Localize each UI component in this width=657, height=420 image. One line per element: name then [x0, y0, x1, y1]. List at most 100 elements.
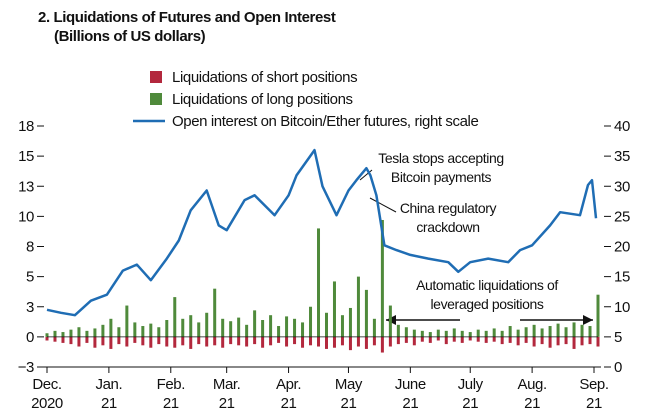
- bar: [61, 332, 65, 337]
- y2-tick-label: 0: [614, 359, 622, 376]
- bar: [588, 326, 592, 337]
- x-tick-label: Apr. 21: [276, 376, 301, 412]
- y-tick-label: 0: [26, 329, 34, 346]
- bar: [285, 336, 289, 347]
- y2-tick-label: 35: [614, 148, 630, 165]
- bar: [85, 336, 89, 343]
- bar: [301, 322, 305, 337]
- bar: [444, 336, 448, 345]
- bar: [356, 276, 360, 337]
- bar: [173, 297, 177, 337]
- bar: [213, 336, 217, 346]
- bar: [77, 327, 81, 337]
- bar: [45, 336, 49, 341]
- bar: [556, 323, 560, 337]
- bar: [229, 321, 233, 337]
- bar: [476, 336, 480, 342]
- bar: [245, 324, 249, 337]
- y2-tick-label: 10: [614, 299, 630, 316]
- bar: [117, 327, 121, 337]
- bar: [101, 336, 105, 346]
- bar: [468, 332, 472, 337]
- bar: [69, 329, 73, 337]
- bar: [133, 336, 137, 343]
- bar: [189, 336, 193, 349]
- bar: [420, 336, 424, 342]
- bar: [396, 336, 400, 345]
- y-tick-label: 18: [18, 118, 34, 135]
- bar: [181, 318, 185, 337]
- x-tick-label: Mar. 21: [213, 376, 241, 412]
- bar: [516, 329, 520, 337]
- bar: [157, 336, 161, 345]
- bar: [372, 336, 376, 346]
- x-tick-label: May 21: [335, 376, 363, 412]
- bar: [340, 315, 344, 337]
- bar: [380, 219, 384, 337]
- y-tick-label: 5: [26, 269, 34, 286]
- y2-tick-label: 25: [614, 208, 630, 225]
- chart-title: 2. Liquidations of Futures and Open Inte…: [38, 9, 336, 26]
- bar: [452, 336, 456, 342]
- bar: [372, 318, 376, 337]
- bar: [324, 336, 328, 349]
- bar: [117, 336, 121, 345]
- chart-subtitle: (Billions of US dollars): [54, 28, 206, 45]
- bar: [205, 312, 209, 337]
- bar: [109, 336, 113, 349]
- bar: [524, 336, 528, 343]
- bar: [149, 323, 153, 337]
- bar: [580, 336, 584, 346]
- y-tick-label: 10: [18, 208, 34, 225]
- bar: [476, 329, 480, 337]
- bar: [141, 336, 145, 346]
- bar: [61, 336, 65, 343]
- bar: [484, 330, 488, 337]
- bar: [317, 228, 321, 337]
- bar: [348, 307, 352, 337]
- bar: [165, 320, 169, 337]
- bar: [364, 289, 368, 337]
- annotation: Bitcoin payments: [391, 169, 492, 185]
- bar: [77, 336, 81, 347]
- bar: [428, 332, 432, 337]
- bar: [580, 324, 584, 337]
- bar: [556, 336, 560, 346]
- bar: [293, 318, 297, 337]
- bar: [269, 336, 273, 346]
- bar: [157, 327, 161, 337]
- bar: [309, 306, 313, 337]
- bar: [548, 336, 552, 348]
- bar: [293, 336, 297, 345]
- bar: [388, 336, 392, 347]
- bar: [524, 327, 528, 337]
- annotation: leveraged positions: [430, 296, 543, 312]
- bar: [572, 322, 576, 337]
- arrow-head: [583, 315, 593, 325]
- bar: [125, 336, 129, 347]
- bar: [484, 336, 488, 343]
- bar: [588, 336, 592, 345]
- bar: [149, 336, 153, 348]
- bar: [492, 328, 496, 337]
- bar: [253, 336, 257, 345]
- bar: [564, 327, 568, 337]
- bar: [332, 336, 336, 348]
- pointer: [369, 197, 397, 213]
- bar: [237, 336, 241, 346]
- bar: [205, 336, 209, 347]
- bar: [508, 336, 512, 343]
- bar: [301, 336, 305, 348]
- bar: [452, 328, 456, 337]
- y-tick-label: 8: [26, 239, 34, 256]
- bar: [317, 336, 321, 347]
- x-tick-label: Aug. 21: [517, 376, 546, 412]
- legend-label: Open interest on Bitcoin/Ether futures, …: [172, 113, 478, 130]
- bar: [428, 336, 432, 343]
- annotation: crackdown: [416, 219, 479, 235]
- bar: [460, 336, 464, 343]
- legend-label: Liquidations of short positions: [172, 69, 357, 86]
- bar: [309, 336, 313, 346]
- bar: [101, 324, 105, 337]
- bar: [53, 336, 57, 342]
